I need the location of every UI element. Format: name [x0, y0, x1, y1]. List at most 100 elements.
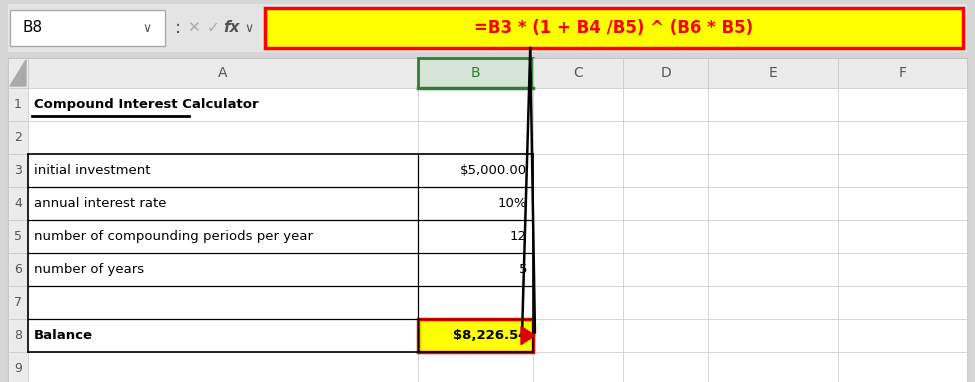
Bar — [533, 88, 623, 121]
Bar — [8, 319, 28, 352]
Bar — [623, 220, 708, 253]
Bar — [8, 121, 28, 154]
Bar — [418, 286, 533, 319]
Text: $5,000.00: $5,000.00 — [460, 164, 527, 177]
Bar — [708, 58, 838, 88]
Bar — [708, 88, 838, 121]
Bar — [8, 58, 28, 88]
Bar — [28, 58, 418, 88]
Bar — [708, 352, 838, 382]
Bar — [28, 319, 418, 352]
Bar — [533, 58, 623, 88]
Text: 6: 6 — [14, 263, 21, 276]
Text: 10%: 10% — [497, 197, 527, 210]
Bar — [708, 220, 838, 253]
Bar — [533, 121, 623, 154]
Bar — [838, 88, 967, 121]
Bar — [418, 352, 533, 382]
Text: 4: 4 — [14, 197, 21, 210]
Text: :: : — [175, 19, 181, 37]
Text: 2: 2 — [14, 131, 21, 144]
Bar — [838, 352, 967, 382]
Text: ∨: ∨ — [245, 21, 254, 34]
Bar — [8, 187, 28, 220]
Bar — [838, 286, 967, 319]
Text: 3: 3 — [14, 164, 21, 177]
Text: $8,226.54: $8,226.54 — [452, 329, 527, 342]
Bar — [10, 10, 165, 46]
Text: ✓: ✓ — [207, 21, 219, 36]
Bar — [623, 154, 708, 187]
Text: B8: B8 — [22, 21, 42, 36]
Bar — [8, 88, 28, 121]
Bar — [418, 220, 533, 253]
Bar — [418, 319, 533, 352]
Text: 12: 12 — [510, 230, 527, 243]
Bar — [838, 319, 967, 352]
Bar — [838, 58, 967, 88]
Text: 7: 7 — [14, 296, 22, 309]
Text: 1: 1 — [14, 98, 21, 111]
Text: =B3 * (1 + B4 /B5) ^ (B6 * B5): =B3 * (1 + B4 /B5) ^ (B6 * B5) — [475, 19, 754, 37]
Bar — [838, 121, 967, 154]
Bar — [838, 253, 967, 286]
Bar — [623, 319, 708, 352]
Text: E: E — [768, 66, 777, 80]
Bar — [838, 154, 967, 187]
Text: initial investment: initial investment — [34, 164, 150, 177]
Bar — [623, 286, 708, 319]
Bar — [8, 154, 28, 187]
Bar — [838, 220, 967, 253]
Bar — [28, 154, 418, 187]
Text: fx: fx — [222, 19, 239, 34]
Bar — [708, 286, 838, 319]
Bar — [28, 121, 418, 154]
Text: F: F — [899, 66, 907, 80]
Bar — [8, 286, 28, 319]
Bar — [708, 154, 838, 187]
Text: number of years: number of years — [34, 263, 144, 276]
Text: ✕: ✕ — [186, 21, 199, 36]
Text: number of compounding periods per year: number of compounding periods per year — [34, 230, 313, 243]
Text: ∨: ∨ — [142, 21, 151, 34]
Text: Balance: Balance — [34, 329, 93, 342]
Text: C: C — [573, 66, 583, 80]
Bar — [28, 286, 418, 319]
Bar — [418, 187, 533, 220]
Bar — [8, 58, 967, 382]
Bar — [708, 253, 838, 286]
Bar — [418, 58, 533, 88]
Text: 5: 5 — [14, 230, 22, 243]
Bar — [708, 319, 838, 352]
Bar — [623, 352, 708, 382]
Bar — [8, 352, 28, 382]
Text: 8: 8 — [14, 329, 22, 342]
Text: 9: 9 — [14, 362, 21, 375]
Bar — [533, 154, 623, 187]
Text: Compound Interest Calculator: Compound Interest Calculator — [34, 98, 258, 111]
Bar — [533, 220, 623, 253]
Bar — [623, 253, 708, 286]
Text: D: D — [660, 66, 671, 80]
Bar — [533, 352, 623, 382]
Bar — [418, 253, 533, 286]
Bar — [28, 220, 418, 253]
Bar — [623, 58, 708, 88]
Bar — [533, 286, 623, 319]
Text: B: B — [471, 66, 481, 80]
Bar — [533, 253, 623, 286]
Bar — [418, 88, 533, 121]
Bar — [623, 121, 708, 154]
Bar — [28, 88, 418, 121]
Bar — [418, 319, 533, 352]
Bar — [533, 319, 623, 352]
Text: A: A — [218, 66, 228, 80]
Bar — [708, 187, 838, 220]
Text: 5: 5 — [519, 263, 527, 276]
Bar — [623, 187, 708, 220]
Bar — [623, 88, 708, 121]
Bar — [8, 220, 28, 253]
Bar — [838, 187, 967, 220]
Bar — [28, 352, 418, 382]
Bar — [28, 187, 418, 220]
